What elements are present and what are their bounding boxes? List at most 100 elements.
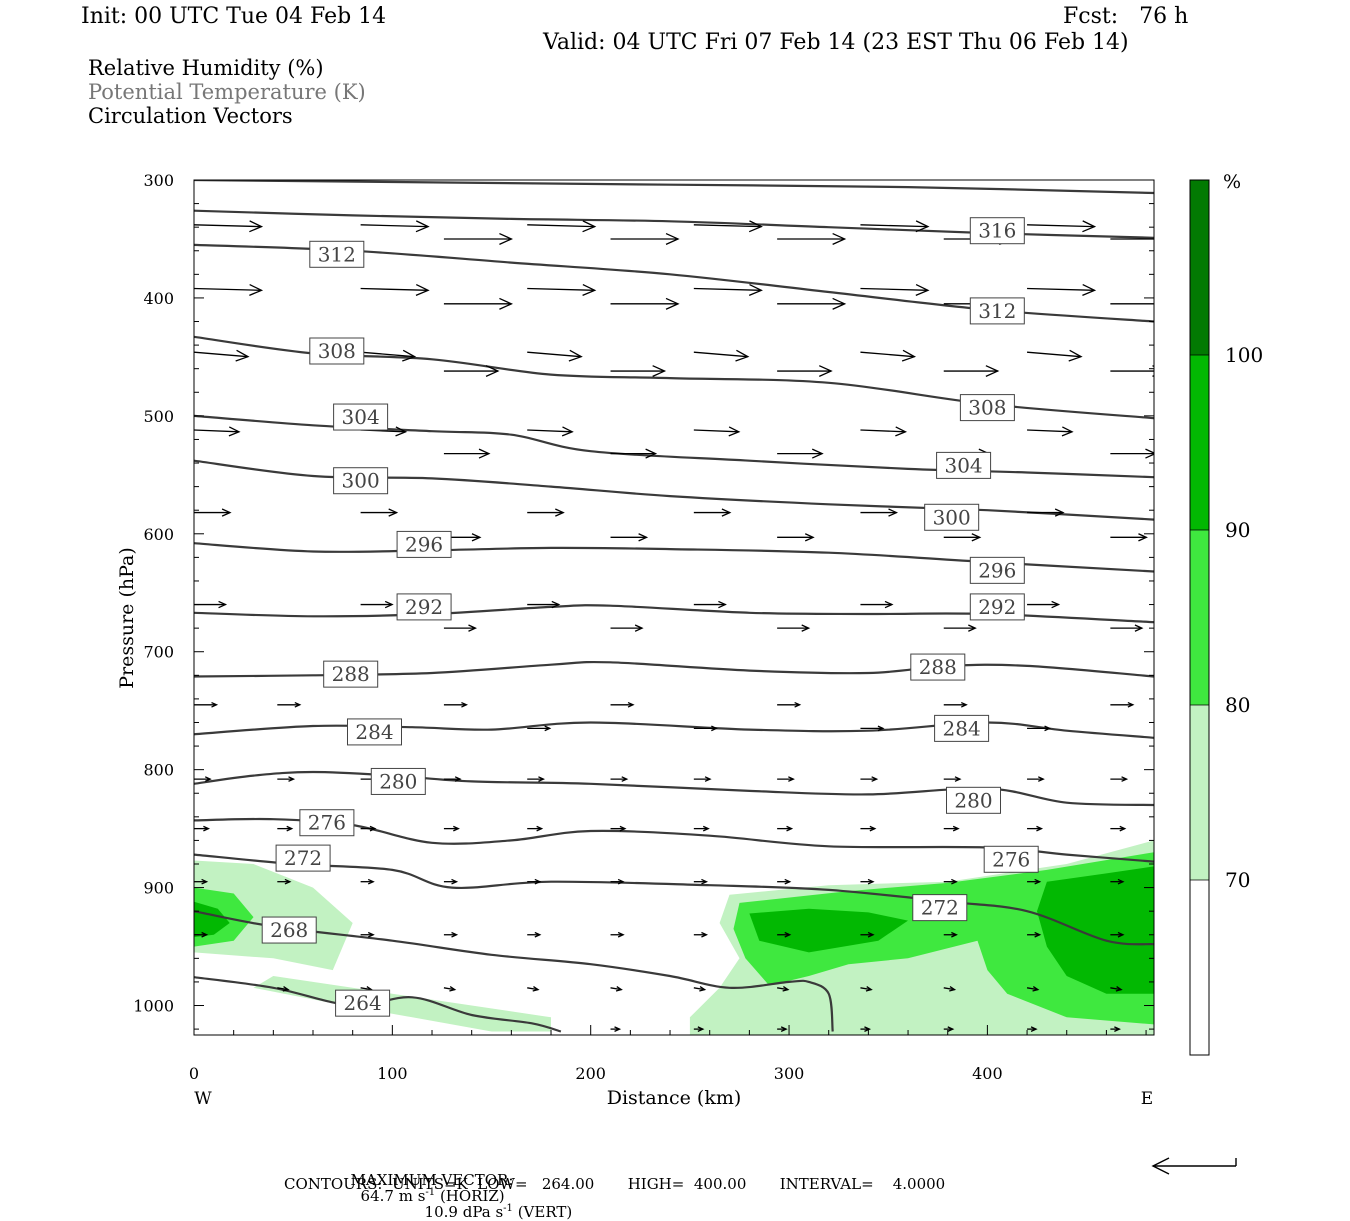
circulation-vector	[527, 600, 561, 609]
max-vector-horiz-exp: -1	[425, 1187, 436, 1198]
circulation-vector	[860, 776, 879, 782]
circulation-vector	[1027, 725, 1052, 732]
theta-label-text: 296	[978, 558, 1016, 582]
circulation-vector	[1110, 701, 1135, 708]
colorbar-segment	[1190, 180, 1209, 355]
theta-label-276: 276	[983, 845, 1039, 873]
circulation-vector	[610, 701, 635, 708]
theta-label-box	[912, 894, 968, 922]
circulation-vector	[443, 448, 491, 459]
circulation-vector	[777, 624, 811, 632]
theta-label-312: 312	[969, 297, 1025, 325]
circulation-vector	[1027, 825, 1044, 832]
circulation-vector	[610, 533, 649, 542]
theta-label-text: 288	[332, 662, 370, 686]
circulation-vector	[194, 426, 241, 437]
circulation-vector	[1027, 776, 1045, 782]
theta-label-box	[969, 593, 1025, 621]
theta-label-296: 296	[969, 556, 1025, 584]
circulation-vector	[443, 701, 469, 708]
circulation-vector	[693, 283, 763, 296]
y-tick-label: 300	[143, 171, 174, 190]
circulation-vector	[194, 508, 232, 517]
circulation-vector	[194, 776, 212, 782]
theta-contour-272	[194, 853, 1154, 946]
circulation-vector	[943, 931, 958, 938]
theta-label-304: 304	[333, 403, 389, 431]
x-tick-label: 100	[377, 1064, 408, 1083]
theta-label-text: 292	[405, 595, 443, 619]
circulation-vector	[360, 931, 375, 938]
circulation-vector	[360, 825, 377, 832]
theta-contour-264	[194, 976, 562, 1033]
theta-label-box	[309, 337, 365, 365]
y-tick-label: 600	[143, 525, 174, 544]
circulation-vector	[693, 600, 727, 609]
contour-info-line: CONTOURS: UNITS=K LOW= 264.00 HIGH= 400.…	[284, 1175, 946, 1193]
valid-time: Valid: 04 UTC Fri 07 Feb 14 (23 EST Thu …	[543, 30, 1129, 55]
circulation-vector	[443, 624, 478, 632]
theta-label-text: 304	[342, 405, 380, 429]
forecast-hour: Fcst: 76 h	[1063, 4, 1189, 29]
circulation-vector	[194, 283, 264, 296]
theta-label-text: 284	[943, 716, 981, 740]
y-tick-label: 800	[143, 761, 174, 780]
theta-label-text: 280	[379, 769, 417, 793]
x-tick-label: 200	[575, 1064, 606, 1083]
x-axis-label: Distance (km)	[607, 1087, 742, 1109]
contour-labels: 316 312 312 308 304 308 300 304 300 296 296 292 292 2…	[261, 217, 1039, 1017]
theta-label-box	[924, 503, 980, 531]
theta-contour-280	[194, 770, 1154, 807]
circulation-vector	[194, 701, 219, 708]
circulation-vector	[943, 776, 962, 782]
theta-label-288: 288	[910, 653, 966, 681]
field-relative-humidity: Relative Humidity (%)	[88, 56, 324, 80]
max-vector-vert-value: 10.9 dPa s	[424, 1203, 504, 1221]
colorbar-level-label: 100	[1225, 343, 1263, 367]
circulation-vector	[1110, 986, 1123, 992]
circulation-vector	[943, 701, 968, 708]
colorbar-units: %	[1223, 171, 1241, 193]
theta-label-text: 264	[344, 991, 382, 1015]
circulation-vector	[610, 232, 680, 245]
circulation-vector	[360, 600, 394, 609]
y-tick-label: 900	[143, 879, 174, 898]
circulation-vector	[277, 776, 296, 782]
theta-label-text: 308	[318, 339, 356, 363]
theta-label-box	[323, 660, 379, 688]
circulation-vector	[1110, 878, 1125, 885]
circulation-vector	[777, 448, 824, 459]
circulation-vector	[693, 508, 732, 517]
circulation-vector	[1110, 448, 1154, 459]
theta-label-text: 284	[355, 720, 393, 744]
circulation-vector	[1026, 986, 1040, 992]
circulation-vector	[527, 725, 552, 732]
circulation-vector	[693, 878, 709, 885]
circulation-vector	[277, 986, 290, 992]
axes: 300 400 500 600 700 800 900 1000 0 100 200 300 400	[133, 171, 1154, 1083]
theta-label-text: 300	[342, 469, 380, 493]
theta-label-272: 272	[275, 844, 331, 872]
circulation-vector	[943, 1026, 955, 1032]
circulation-vector	[277, 878, 292, 885]
humidity-region-90	[1037, 866, 1154, 994]
circulation-vector	[1110, 624, 1144, 632]
circulation-vector	[443, 297, 514, 310]
theta-label-box	[910, 653, 966, 681]
theta-label-box	[309, 240, 365, 268]
circulation-vector	[860, 1026, 872, 1032]
x-tick-label: 0	[189, 1064, 199, 1083]
circulation-vector	[777, 365, 833, 377]
theta-label-text: 268	[270, 918, 308, 942]
field-circulation-vectors: Circulation Vectors	[88, 104, 293, 128]
circulation-vector	[693, 931, 709, 938]
circulation-vector	[1027, 600, 1061, 609]
theta-label-text: 272	[284, 846, 322, 870]
colorbar-segment	[1190, 355, 1209, 530]
theta-label-280: 280	[370, 767, 426, 795]
theta-label-box	[396, 530, 452, 558]
circulation-vector	[527, 220, 597, 233]
circulation-vector	[360, 283, 430, 296]
circulation-vector	[1027, 220, 1097, 233]
